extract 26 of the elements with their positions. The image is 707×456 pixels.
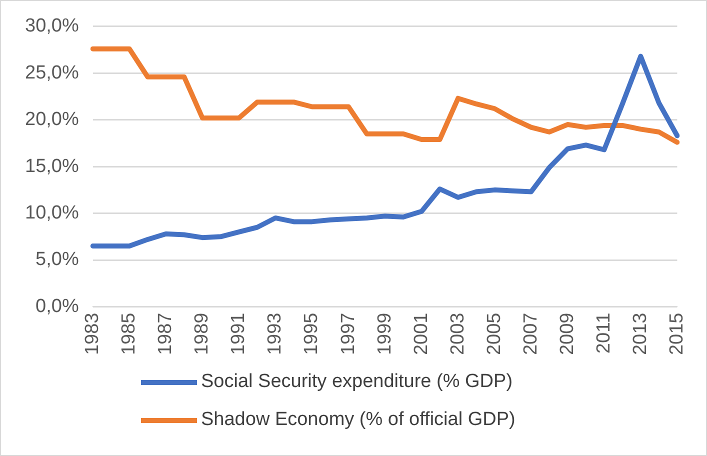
y-tick-label: 15,0% [25,156,79,177]
x-tick-label: 2015 [666,312,688,356]
y-tick-label: 10,0% [25,202,79,224]
legend-label: Social Security expenditure (% GDP) [201,371,513,393]
x-tick-label: 2009 [556,312,578,356]
x-tick-label: 1995 [301,312,322,356]
x-tick-label: 1999 [374,312,396,356]
x-tick-label: 2005 [484,312,505,356]
x-tick-label: 1983 [82,312,104,356]
x-tick-label: 1985 [118,312,140,356]
x-tick-label: 2003 [447,312,468,356]
x-tick-label: 1987 [155,312,176,356]
x-tick-label: 1997 [338,312,359,356]
y-tick-label: 20,0% [25,109,79,130]
y-tick-label: 30,0% [25,16,79,37]
x-tick-label: 1989 [192,312,213,356]
x-tick-label: 1991 [228,312,250,356]
x-tick-label: 2001 [410,312,432,356]
x-tick-label: 2007 [520,312,542,356]
y-tick-label: 5,0% [36,249,79,270]
legend-label: Shadow Economy (% of official GDP) [201,409,516,431]
x-tick-label: 2013 [630,312,651,356]
x-tick-label: 2011 [593,312,614,354]
x-tick-label: 1993 [264,312,286,356]
y-tick-label: 25,0% [25,62,79,84]
y-tick-label: 0,0% [36,296,79,317]
